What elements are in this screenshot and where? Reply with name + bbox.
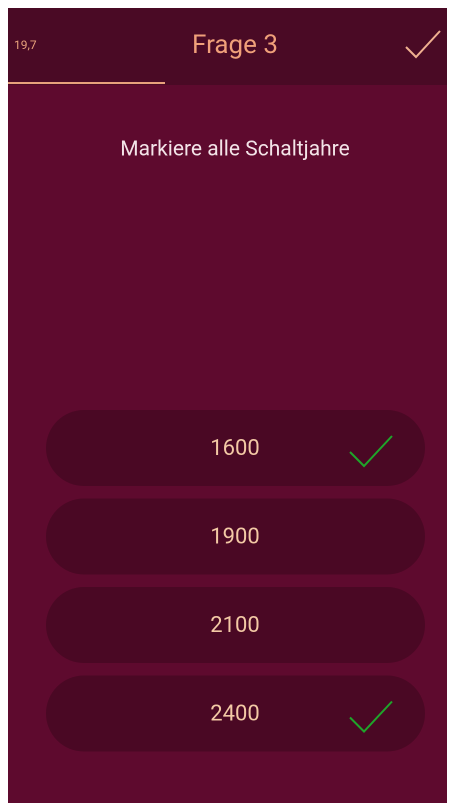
option-background	[46, 675, 425, 752]
timer-underline	[8, 82, 165, 84]
option-background	[46, 498, 425, 575]
option-background	[46, 410, 425, 486]
background	[8, 8, 447, 803]
option-label: 2400	[210, 701, 259, 726]
option-label: 2100	[210, 613, 259, 638]
option-button[interactable]: 2400	[46, 675, 425, 752]
option-background	[46, 587, 425, 663]
option-button[interactable]: 2100	[46, 587, 425, 663]
option-check	[349, 700, 393, 733]
top-bar	[8, 8, 447, 85]
confirm-button[interactable]	[405, 30, 441, 59]
timer: 19,7	[14, 38, 37, 52]
option-button[interactable]: 1600	[46, 410, 425, 486]
option-button[interactable]: 1900	[46, 498, 425, 575]
option-label: 1600	[210, 436, 259, 461]
title: Frage 3	[192, 30, 278, 60]
option-label: 1900	[210, 524, 259, 549]
option-check	[349, 435, 393, 468]
question: Markiere alle Schaltjahre	[120, 138, 350, 162]
